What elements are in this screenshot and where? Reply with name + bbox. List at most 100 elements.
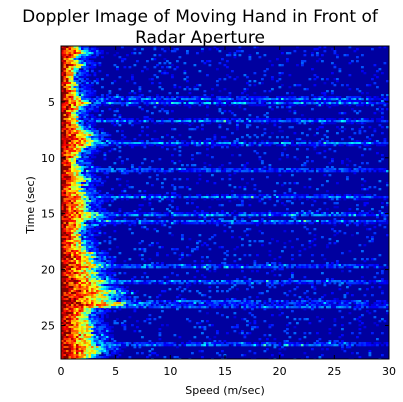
heatmap-cell bbox=[66, 198, 69, 201]
heatmap-cell bbox=[273, 104, 277, 107]
heatmap-cell bbox=[121, 102, 124, 105]
heatmap-cell bbox=[83, 206, 87, 209]
heatmap-cell bbox=[283, 170, 287, 173]
heatmap-cell bbox=[91, 132, 94, 135]
heatmap-cell bbox=[73, 156, 77, 159]
heatmap-cell bbox=[258, 96, 262, 99]
heatmap-cell bbox=[141, 170, 144, 173]
heatmap-cell bbox=[63, 148, 67, 151]
heatmap-cell bbox=[151, 280, 154, 283]
heatmap-cell bbox=[76, 154, 79, 157]
heatmap-cell bbox=[113, 100, 117, 103]
heatmap-cell bbox=[363, 144, 367, 147]
heatmap-cell bbox=[88, 244, 92, 247]
heatmap-cell bbox=[353, 212, 357, 215]
heatmap-cell bbox=[98, 210, 102, 213]
heatmap-cell bbox=[226, 170, 229, 173]
heatmap-cell bbox=[71, 252, 74, 255]
heatmap-cell bbox=[301, 210, 304, 213]
heatmap-cell bbox=[121, 98, 124, 101]
heatmap-cell bbox=[206, 214, 209, 217]
heatmap-cell bbox=[66, 208, 69, 211]
heatmap-cell bbox=[241, 144, 244, 147]
heatmap-cell bbox=[281, 72, 284, 75]
heatmap-cell bbox=[76, 280, 79, 283]
heatmap-cell bbox=[266, 118, 269, 121]
heatmap-cell bbox=[333, 168, 337, 171]
heatmap-cell bbox=[258, 118, 262, 121]
heatmap-cell bbox=[161, 246, 164, 249]
heatmap-cell bbox=[158, 70, 162, 73]
heatmap-cell bbox=[86, 152, 89, 155]
heatmap-cell bbox=[308, 128, 312, 131]
heatmap-cell bbox=[96, 272, 99, 275]
heatmap-cell bbox=[316, 222, 319, 225]
heatmap-cell bbox=[168, 220, 172, 223]
heatmap-cell bbox=[141, 212, 144, 215]
heatmap-cell bbox=[226, 142, 229, 145]
heatmap-cell bbox=[86, 98, 89, 101]
heatmap-cell bbox=[343, 198, 347, 201]
heatmap-cell bbox=[81, 266, 84, 269]
heatmap-cell bbox=[101, 168, 104, 171]
heatmap-cell bbox=[91, 234, 94, 237]
heatmap-cell bbox=[71, 94, 74, 97]
heatmap-cell bbox=[286, 106, 289, 109]
heatmap-cell bbox=[331, 166, 334, 169]
heatmap-cell bbox=[271, 266, 274, 269]
heatmap-cell bbox=[63, 82, 67, 85]
heatmap-cell bbox=[313, 142, 317, 145]
heatmap-cell bbox=[356, 222, 359, 225]
heatmap-cell bbox=[116, 108, 119, 111]
heatmap-cell bbox=[286, 200, 289, 203]
heatmap-cell bbox=[63, 124, 67, 127]
heatmap-cell bbox=[68, 270, 72, 273]
heatmap-cell bbox=[188, 100, 192, 103]
heatmap-cell bbox=[378, 254, 382, 257]
heatmap-cell bbox=[221, 264, 224, 267]
heatmap-cell bbox=[193, 280, 197, 283]
heatmap-cell bbox=[226, 60, 229, 63]
heatmap-cell bbox=[91, 190, 94, 193]
heatmap-cell bbox=[83, 214, 87, 217]
chart-title-line-2: Radar Aperture bbox=[135, 28, 265, 48]
heatmap-cell bbox=[353, 266, 357, 269]
heatmap-cell bbox=[83, 72, 87, 75]
heatmap-cell bbox=[86, 252, 89, 255]
heatmap-cell bbox=[148, 170, 152, 173]
heatmap-cell bbox=[108, 270, 112, 273]
heatmap-cell bbox=[358, 244, 362, 247]
heatmap-cell bbox=[303, 98, 307, 101]
heatmap-cell bbox=[168, 198, 172, 201]
heatmap-cell bbox=[228, 142, 232, 145]
heatmap-cell bbox=[113, 196, 117, 199]
heatmap-cell bbox=[116, 110, 119, 113]
heatmap-cell bbox=[61, 128, 64, 131]
heatmap-cell bbox=[63, 262, 67, 265]
heatmap-cell bbox=[173, 120, 177, 123]
heatmap-cell bbox=[78, 56, 82, 59]
heatmap-cell bbox=[118, 222, 122, 225]
heatmap-cell bbox=[308, 120, 312, 123]
heatmap-cell bbox=[248, 170, 252, 173]
heatmap-cell bbox=[83, 154, 87, 157]
heatmap-cell bbox=[273, 264, 277, 267]
heatmap-cell bbox=[71, 214, 74, 217]
heatmap-cell bbox=[118, 252, 122, 255]
heatmap-cell bbox=[66, 74, 69, 77]
heatmap-cell bbox=[213, 234, 217, 237]
heatmap-cell bbox=[333, 50, 337, 53]
heatmap-cell bbox=[381, 118, 384, 121]
heatmap-cell bbox=[278, 262, 282, 265]
heatmap-cell bbox=[321, 54, 324, 57]
heatmap-cell bbox=[181, 98, 184, 101]
heatmap-cell bbox=[203, 216, 207, 219]
heatmap-cell bbox=[138, 166, 142, 169]
heatmap-cell bbox=[336, 202, 339, 205]
heatmap-cell bbox=[111, 200, 114, 203]
heatmap-cell bbox=[343, 102, 347, 105]
heatmap-cell bbox=[243, 220, 247, 223]
heatmap-cell bbox=[281, 106, 284, 109]
heatmap-cell bbox=[253, 220, 257, 223]
heatmap-cell bbox=[86, 108, 89, 111]
